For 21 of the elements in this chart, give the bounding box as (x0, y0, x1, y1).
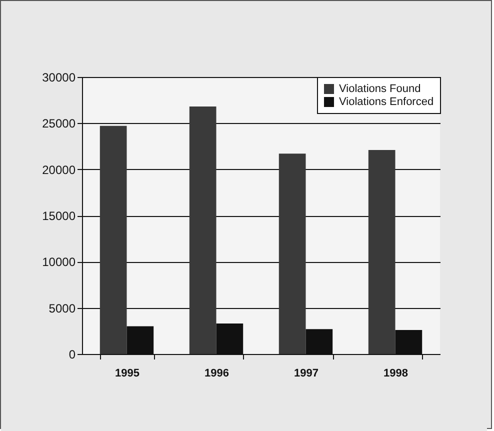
bar (395, 330, 422, 354)
bar (126, 326, 154, 354)
legend-label: Violations Found (339, 83, 421, 95)
y-tick-label: 25000 (42, 116, 76, 131)
x-tick-label: 1995 (115, 368, 140, 380)
bar (189, 106, 216, 354)
y-tick-label: 20000 (42, 162, 76, 177)
bar (216, 324, 244, 354)
bar (368, 150, 396, 354)
x-tick-label: 1998 (384, 368, 408, 380)
legend-label: Violations Enforced (339, 96, 434, 108)
y-tick-label: 5000 (48, 301, 76, 316)
bar (100, 126, 127, 354)
y-tick-label: 0 (68, 348, 76, 362)
bar (306, 329, 333, 354)
y-tick-label: 15000 (42, 209, 76, 223)
x-tick-label: 1996 (204, 368, 229, 380)
y-tick-label: 10000 (42, 255, 76, 270)
y-tick-label: 30000 (42, 70, 76, 84)
x-tick-label: 1997 (294, 368, 318, 380)
bar (278, 154, 306, 354)
